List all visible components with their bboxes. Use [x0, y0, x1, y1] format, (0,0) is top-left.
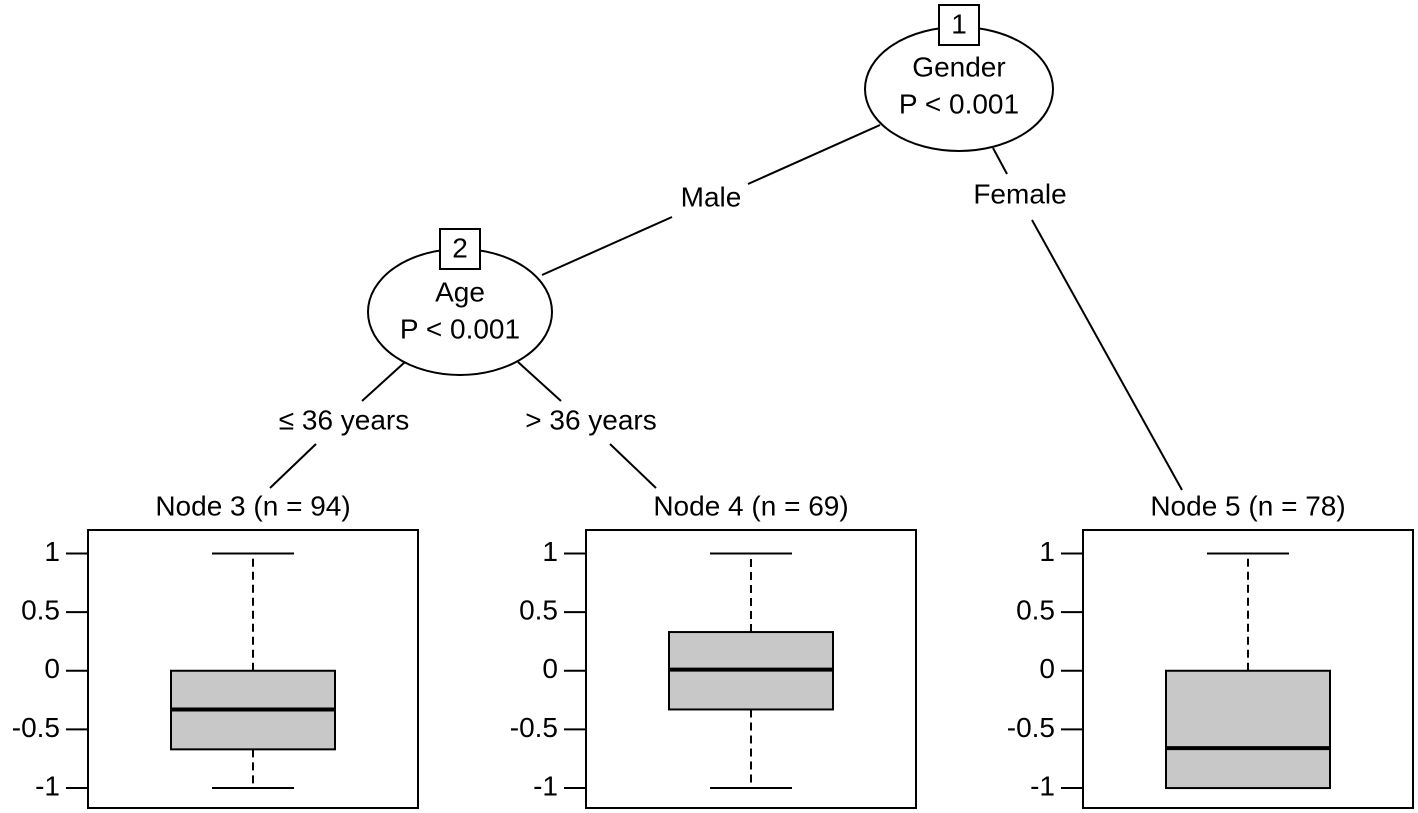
- panel-frame: [585, 529, 917, 809]
- node-variable: Age: [435, 276, 485, 307]
- node-p-value: P < 0.001: [400, 313, 520, 344]
- edge-line: [361, 361, 406, 402]
- box: [1165, 669, 1331, 790]
- node-id: 1: [951, 8, 967, 39]
- edge-line: [992, 147, 1008, 175]
- edge-line: [1031, 219, 1183, 491]
- node-p-value: P < 0.001: [899, 88, 1019, 119]
- panel-frame: [87, 529, 419, 809]
- y-tick-label: -0.5: [1007, 712, 1055, 743]
- edge-line: [609, 443, 657, 489]
- edge-line: [517, 361, 562, 402]
- node-variable: Gender: [912, 51, 1005, 82]
- panel-title: Node 5 (n = 78): [1150, 490, 1345, 521]
- y-tick-label: 0.5: [1016, 595, 1055, 626]
- y-tick-label: -0.5: [510, 712, 558, 743]
- y-tick-label: 0: [542, 653, 558, 684]
- y-tick-label: 0.5: [21, 595, 60, 626]
- panel-title: Node 4 (n = 69): [653, 490, 848, 521]
- panel-title: Node 3 (n = 94): [155, 490, 350, 521]
- y-tick-label: 0: [44, 653, 60, 684]
- edge-line: [269, 443, 317, 489]
- edge-label: ≤ 36 years: [279, 404, 410, 435]
- node-id-box: [938, 4, 980, 46]
- y-tick-label: 1: [44, 536, 60, 567]
- edge-label: Female: [973, 178, 1066, 209]
- edge-line: [541, 216, 673, 276]
- y-tick-label: 0: [1039, 653, 1055, 684]
- y-tick-label: 1: [542, 536, 558, 567]
- y-tick-label: -0.5: [12, 712, 60, 743]
- edge-label: Male: [681, 181, 742, 212]
- edge-line: [747, 124, 881, 185]
- y-tick-label: -1: [533, 770, 558, 801]
- node-id: 2: [452, 232, 468, 263]
- edge-label: > 36 years: [525, 404, 657, 435]
- panel-frame: [1082, 529, 1414, 809]
- y-tick-label: 0.5: [519, 595, 558, 626]
- y-tick-label: -1: [1030, 770, 1055, 801]
- y-tick-label: 1: [1039, 536, 1055, 567]
- node-id-box: [439, 228, 481, 270]
- y-tick-label: -1: [35, 770, 60, 801]
